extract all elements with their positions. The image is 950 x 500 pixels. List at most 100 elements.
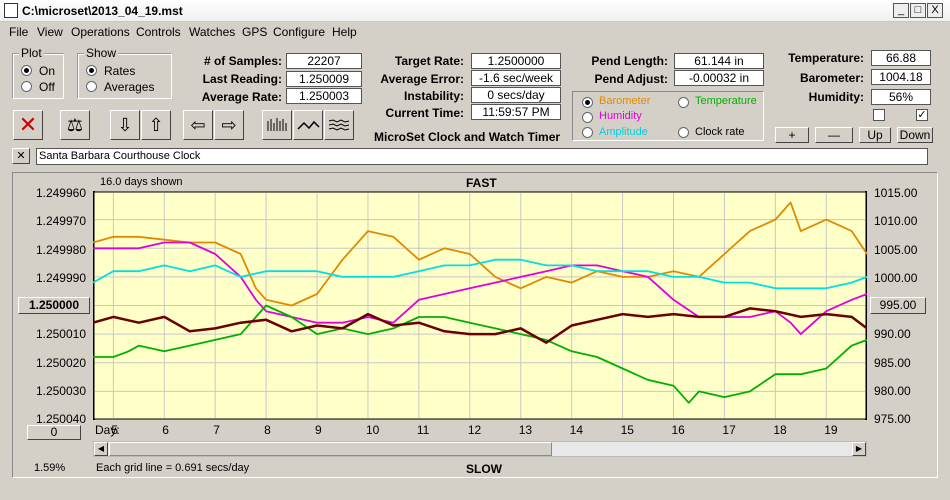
plot-off-radio[interactable] xyxy=(21,81,32,92)
plot-off-label: Off xyxy=(39,80,55,94)
line-view-button[interactable] xyxy=(293,110,323,140)
humidity-radio[interactable] xyxy=(582,112,593,123)
day-tick-label: 15 xyxy=(620,423,634,437)
scroll-right-arrow[interactable]: ▶ xyxy=(852,442,866,456)
current-time-field: 11:59:57 PM xyxy=(471,104,561,120)
clockrate-radio[interactable] xyxy=(678,127,689,138)
menu-controls[interactable]: Controls xyxy=(136,25,181,39)
show-rates-radio[interactable] xyxy=(86,65,97,76)
amplitude-radio[interactable] xyxy=(582,127,593,138)
right-tick-label: 985.00 xyxy=(874,356,911,370)
right-center-button[interactable]: 995.00 xyxy=(870,297,926,314)
percent-label: 1.59% xyxy=(34,462,66,474)
menu-watches[interactable]: Watches xyxy=(189,25,236,39)
show-averages-radio[interactable] xyxy=(86,81,97,92)
last-reading-label: Last Reading: xyxy=(202,72,282,86)
clock-close-button[interactable]: ✕ xyxy=(12,148,30,164)
checkbox-2[interactable]: ✓ xyxy=(916,109,928,121)
offset-button[interactable]: 0 xyxy=(27,425,81,440)
humidity-option-label: Humidity xyxy=(599,110,642,122)
samples-label: # of Samples: xyxy=(203,54,282,68)
target-rate-field[interactable]: 1.2500000 xyxy=(471,53,561,69)
down-button[interactable]: Down xyxy=(897,127,933,143)
minus-button[interactable]: — xyxy=(815,127,853,143)
days-shown-label: 16.0 days shown xyxy=(100,176,183,188)
series-line-rate xyxy=(93,307,867,344)
checkbox-1[interactable] xyxy=(873,109,885,121)
clockrate-option-label: Clock rate xyxy=(695,126,745,138)
day-tick-label: 9 xyxy=(315,423,322,437)
bars-icon xyxy=(267,118,287,131)
menu-view[interactable]: View xyxy=(37,25,63,39)
fast-label: FAST xyxy=(466,176,497,190)
scroll-left-arrow[interactable]: ◀ xyxy=(94,442,108,456)
app-title: MicroSet Clock and Watch Timer xyxy=(374,130,561,144)
stop-button[interactable]: ✕ xyxy=(13,110,43,140)
wave-line-icon xyxy=(297,120,320,130)
close-button[interactable]: X xyxy=(927,3,943,18)
left-tick-label: 1.249980 xyxy=(35,243,86,257)
window-title: C:\microset\2013_04_19.mst xyxy=(22,4,183,18)
menu-help[interactable]: Help xyxy=(332,25,357,39)
scroll-thumb[interactable] xyxy=(109,442,552,456)
series-line-temperature xyxy=(93,304,867,404)
show-rates-label: Rates xyxy=(104,64,136,78)
day-tick-label: 5 xyxy=(111,423,119,437)
average-rate-field: 1.250003 xyxy=(286,88,362,104)
day-tick-label: 11 xyxy=(416,423,430,437)
menu-configure[interactable]: Configure xyxy=(273,25,326,39)
menu-gps[interactable]: GPS xyxy=(242,25,268,39)
humidity-field: 56% xyxy=(871,89,931,105)
average-rate-label: Average Rate: xyxy=(201,90,282,104)
average-error-label: Average Error: xyxy=(380,72,464,86)
day-tick-label: 10 xyxy=(365,423,380,437)
menu-operations[interactable]: Operations xyxy=(71,25,130,39)
right-tick-label: 1005.00 xyxy=(874,243,918,257)
up-button[interactable]: Up xyxy=(859,127,891,143)
left-center-button[interactable]: 1.250000 xyxy=(18,297,90,314)
move-left-button[interactable]: ⇦ xyxy=(183,110,213,140)
show-averages-label: Averages xyxy=(104,80,155,94)
temperature-label: Temperature: xyxy=(788,51,864,65)
plot-on-label: On xyxy=(39,64,56,78)
move-up-button[interactable]: ⇧ xyxy=(141,110,171,140)
right-tick-label: 975.00 xyxy=(874,412,911,426)
app-icon xyxy=(4,3,18,18)
clock-name-input[interactable]: Santa Barbara Courthouse Clock xyxy=(36,148,928,165)
maximize-button[interactable]: □ xyxy=(910,3,926,18)
barometer-option-label: Barometer xyxy=(599,95,651,107)
instability-field: 0 secs/day xyxy=(471,87,561,103)
move-down-button[interactable]: ⇩ xyxy=(110,110,140,140)
plot-area xyxy=(93,191,867,420)
plus-button[interactable]: + xyxy=(775,127,809,143)
right-tick-label: 980.00 xyxy=(874,384,911,398)
day-tick-label: 17 xyxy=(722,423,736,437)
barometer-radio[interactable] xyxy=(582,97,593,108)
left-tick-label: 1.250030 xyxy=(35,384,86,398)
minimize-button[interactable]: _ xyxy=(893,3,909,18)
left-tick-label: 1.250010 xyxy=(35,327,86,341)
right-tick-label: 1000.00 xyxy=(874,271,918,285)
target-rate-label: Target Rate: xyxy=(394,54,464,68)
noise-view-button[interactable] xyxy=(324,110,354,140)
scale-button[interactable]: ⚖ xyxy=(60,110,90,140)
day-tick-label: 19 xyxy=(824,423,838,437)
right-tick-label: 1010.00 xyxy=(874,214,918,228)
show-group-title: Show xyxy=(84,46,119,60)
temperature-radio[interactable] xyxy=(678,97,689,108)
day-tick-label: 12 xyxy=(467,423,482,437)
plot-group-title: Plot xyxy=(19,46,44,60)
menu-file[interactable]: File xyxy=(9,25,29,39)
pend-length-field[interactable]: 61.144 in xyxy=(674,53,764,69)
plot-on-radio[interactable] xyxy=(21,65,32,76)
horizontal-scrollbar[interactable]: ◀ ▶ xyxy=(93,441,867,457)
left-tick-label: 1.250020 xyxy=(35,356,86,370)
humidity-label: Humidity: xyxy=(808,90,864,104)
day-axis-label: Day: xyxy=(95,423,120,437)
bars-view-button[interactable] xyxy=(262,110,292,140)
move-right-button[interactable]: ⇨ xyxy=(214,110,244,140)
series-line-barometer xyxy=(93,201,867,307)
last-reading-field: 1.250009 xyxy=(286,71,362,87)
day-tick-label: 16 xyxy=(671,423,685,437)
left-tick-label: 1.249960 xyxy=(35,186,86,200)
